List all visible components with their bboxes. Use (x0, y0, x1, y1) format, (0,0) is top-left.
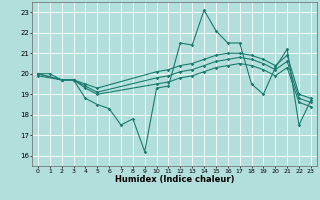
X-axis label: Humidex (Indice chaleur): Humidex (Indice chaleur) (115, 175, 234, 184)
